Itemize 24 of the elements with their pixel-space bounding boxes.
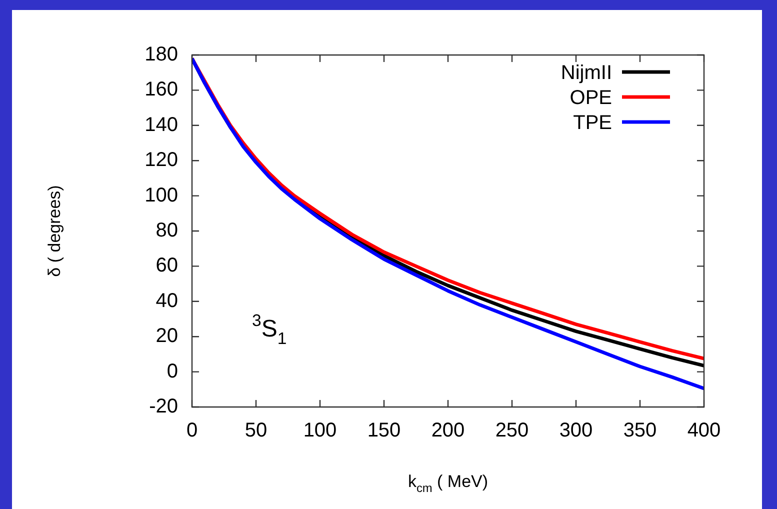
y-tick-label: 20	[156, 325, 178, 348]
y-tick-label: 80	[156, 220, 178, 242]
x-tick-label: 100	[303, 420, 337, 442]
y-axis-title: δ ( degrees)	[45, 185, 64, 277]
y-tick-label: 160	[144, 78, 178, 101]
x-tick-label: 250	[495, 420, 529, 442]
y-tick-label: -20	[149, 396, 178, 418]
legend-label: NijmII	[560, 62, 612, 84]
x-tick-label: 50	[244, 420, 268, 442]
y-tick-label: 40	[156, 290, 178, 312]
x-tick-label: 150	[367, 420, 401, 442]
y-tick-label: 60	[156, 254, 178, 277]
y-tick-label: 100	[144, 184, 178, 206]
x-tick-label: 0	[186, 420, 198, 442]
x-tick-label: 200	[431, 420, 465, 442]
legend-label: OPE	[570, 87, 612, 109]
x-tick-label: 400	[687, 420, 721, 442]
y-tick-label: 140	[144, 114, 178, 136]
y-tick-label: 120	[144, 149, 178, 172]
x-tick-label: 300	[559, 420, 593, 442]
y-tick-label: 0	[166, 360, 178, 382]
y-tick-label: 180	[144, 44, 178, 66]
x-tick-label: 350	[623, 420, 657, 442]
legend-label: TPE	[573, 112, 612, 134]
